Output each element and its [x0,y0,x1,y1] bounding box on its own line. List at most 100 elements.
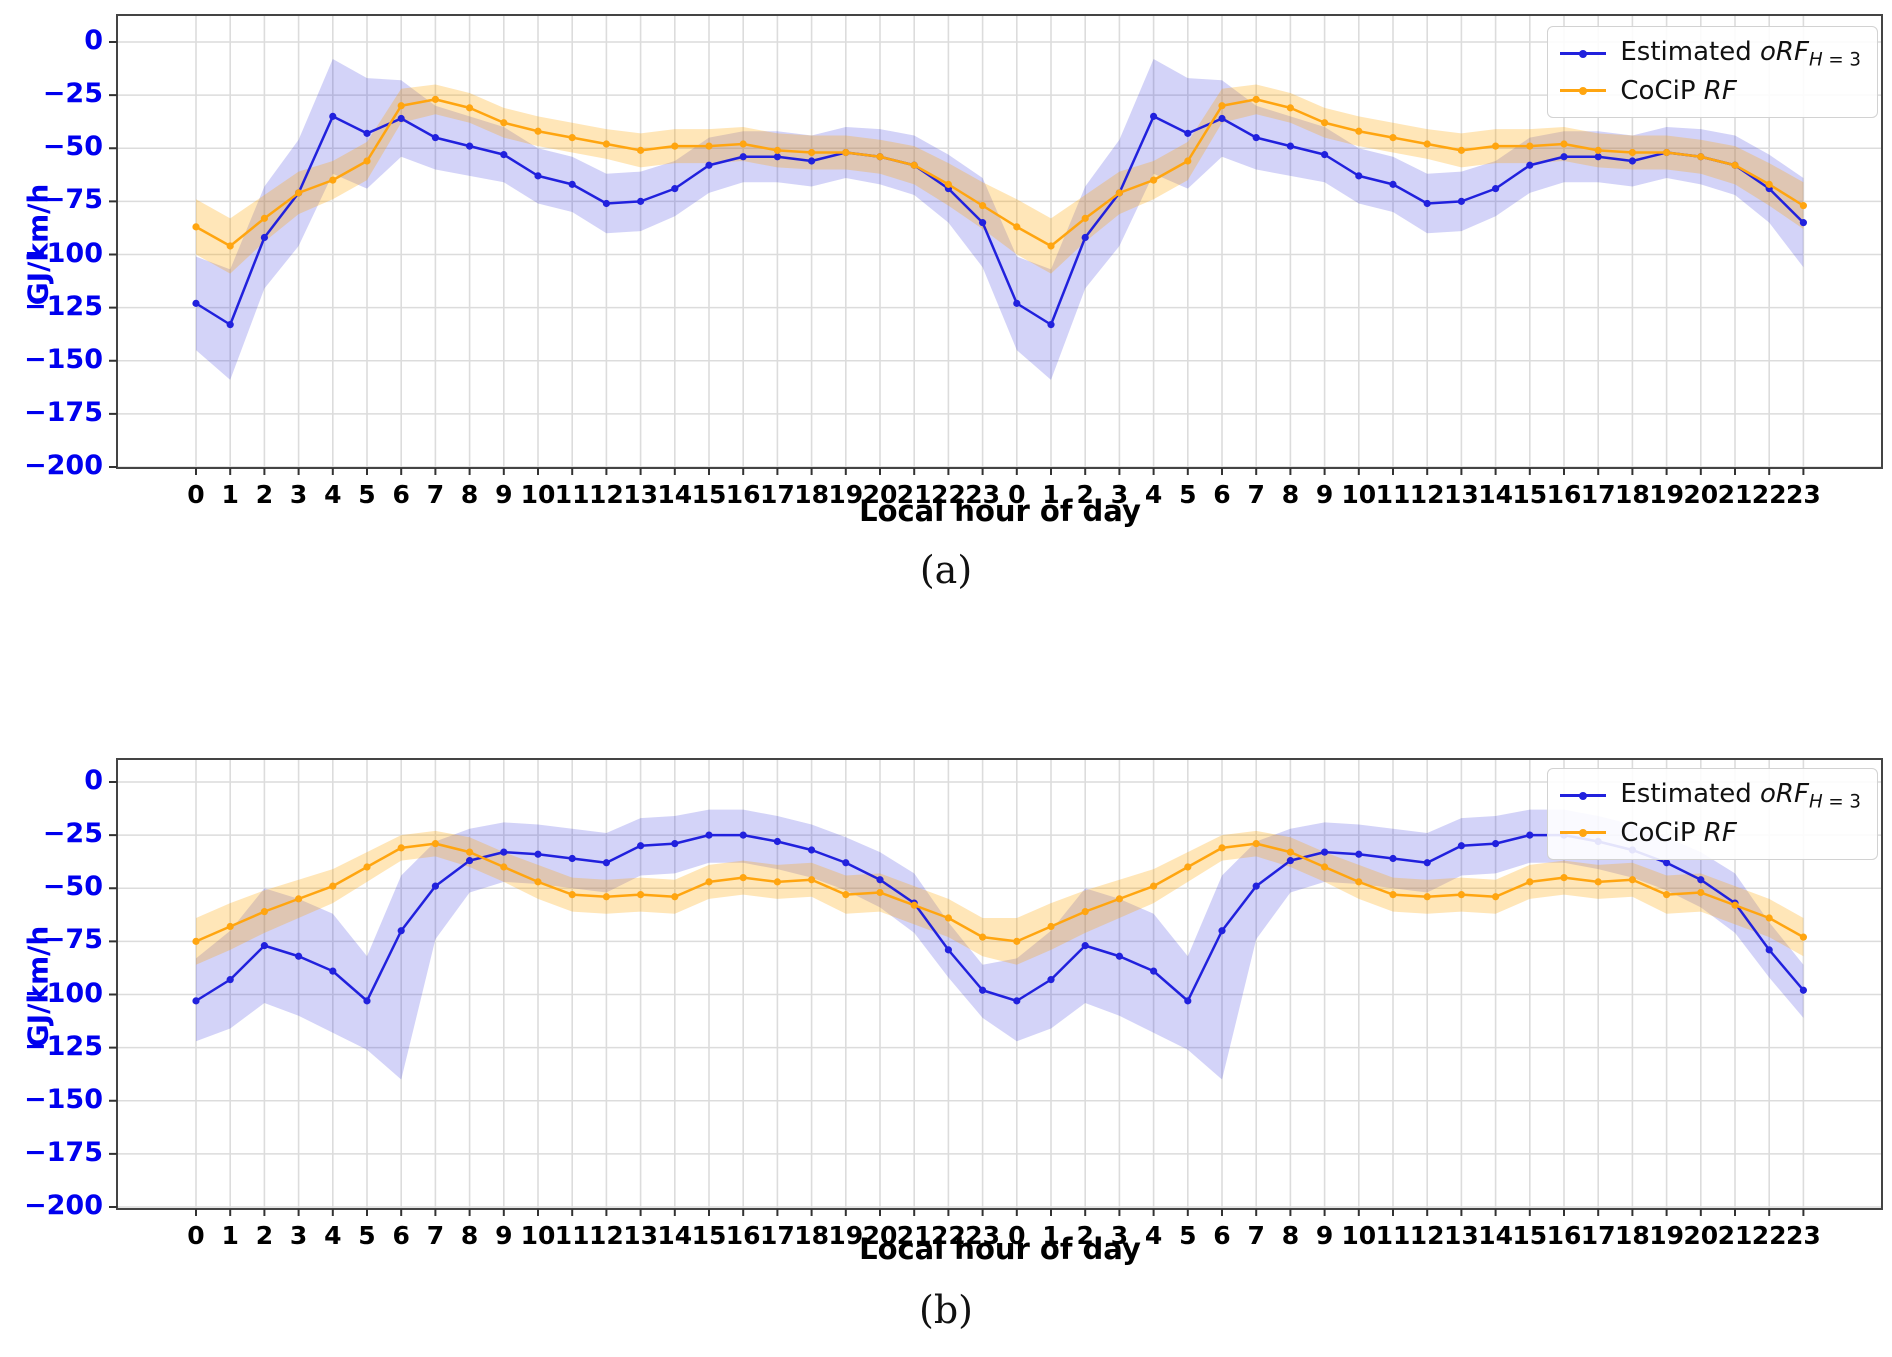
x-tick-label: 17 [1580,480,1616,509]
x-tick-label: 1 [221,1221,239,1250]
data-point-marker [671,893,679,901]
legend-label: Estimated oRFH = 3 [1620,778,1861,813]
data-point-marker [637,146,645,154]
data-point-marker [1389,891,1397,899]
data-point-marker [226,976,234,984]
x-tick-label: 7 [1247,480,1265,509]
data-point-marker [568,854,576,863]
data-point-marker [1526,878,1534,886]
data-point-marker [1013,937,1021,945]
data-point-marker [876,153,884,161]
data-point-marker [226,922,234,931]
data-point-marker [329,176,337,184]
data-point-marker [1252,882,1260,890]
data-point-marker [192,299,200,307]
data-point-marker [1389,854,1397,863]
data-point-marker [876,876,884,884]
data-point-marker [466,104,474,112]
x-tick-label: 13 [623,480,658,509]
legend-marker-orange [1579,87,1588,95]
data-point-marker [192,937,200,945]
x-tick-label: 0 [1008,480,1026,509]
x-tick-label: 4 [1144,480,1163,509]
data-point-marker [1047,922,1055,931]
data-point-marker [568,891,576,899]
data-point-marker [534,850,542,858]
data-point-marker [773,878,782,886]
data-point-marker [466,857,474,865]
caption-b: (b) [919,1288,973,1332]
x-tick-label: 16 [1546,1221,1582,1250]
data-point-marker [637,891,645,899]
x-tick-label: 14 [1478,480,1513,509]
data-point-marker [1218,114,1226,123]
data-point-marker [1115,895,1123,903]
x-tick-label: 8 [1281,480,1300,509]
data-point-marker [192,223,200,231]
legend: Estimated oRFH = 3 CoCiP RF [1547,26,1878,118]
x-tick-label: 11 [554,1221,590,1250]
data-point-marker [842,891,850,899]
data-point-marker [534,127,542,135]
data-point-marker [329,967,337,975]
x-tick-label: 3 [289,1221,308,1250]
x-tick-label: 12 [1409,1221,1445,1250]
y-tick-label: −75 [42,184,103,216]
x-tick-label: 22 [1751,1221,1787,1250]
x-tick-label: 8 [460,480,479,509]
data-point-marker [842,859,850,867]
data-point-marker [602,140,610,148]
x-tick-label: 5 [358,480,376,509]
y-tick-label: −50 [42,871,103,903]
data-point-marker [260,233,268,242]
x-tick-label: 22 [1751,480,1787,509]
data-point-marker [226,242,234,250]
data-point-marker [944,946,953,954]
data-point-marker [1321,119,1329,127]
x-tick-label: 22 [930,1221,966,1250]
data-point-marker [1526,831,1534,839]
data-point-marker [1286,104,1294,112]
legend-line-sample-orange [1560,87,1607,95]
data-point-marker [1115,189,1123,197]
data-point-marker [1150,882,1158,890]
data-point-marker [1457,146,1465,154]
data-point-marker [1560,874,1568,882]
x-tick-label: 11 [554,480,590,509]
data-point-marker [1560,153,1568,161]
data-point-marker [1628,148,1636,157]
data-point-marker [1321,848,1329,856]
data-point-marker [1081,908,1089,916]
y-tick-label: −175 [24,1136,103,1168]
x-tick-label: 6 [392,1221,410,1250]
data-line [195,842,1805,943]
x-axis-label: Local hour of day [859,494,1141,528]
confidence-band [196,59,1804,380]
data-point-marker [363,129,371,137]
data-point-marker [1492,142,1500,150]
x-tick-label: 13 [623,1221,658,1250]
data-line [195,833,1805,1003]
data-point-marker [1321,863,1329,871]
data-point-marker [705,142,713,150]
legend-line-sample-blue [1560,50,1607,58]
x-tick-label: 10 [520,1221,556,1250]
data-point-marker [671,142,679,150]
x-tick-label: 20 [1683,480,1719,509]
x-tick-label: 18 [1614,1221,1650,1250]
legend-label: CoCiP RF [1620,75,1737,106]
data-point-marker [637,842,645,850]
data-point-marker [1560,140,1568,148]
data-point-marker [637,197,645,205]
data-point-marker [1799,219,1807,227]
data-point-marker [260,908,268,916]
data-point-marker [671,840,679,848]
plot-area [109,758,1883,1216]
x-tick-label: 7 [1247,1221,1265,1250]
data-point-marker [671,185,679,193]
legend-marker-blue [1579,50,1588,58]
data-point-marker [500,151,508,159]
data-point-marker [363,997,371,1005]
data-point-marker [876,888,884,897]
x-tick-label: 11 [1375,480,1411,509]
